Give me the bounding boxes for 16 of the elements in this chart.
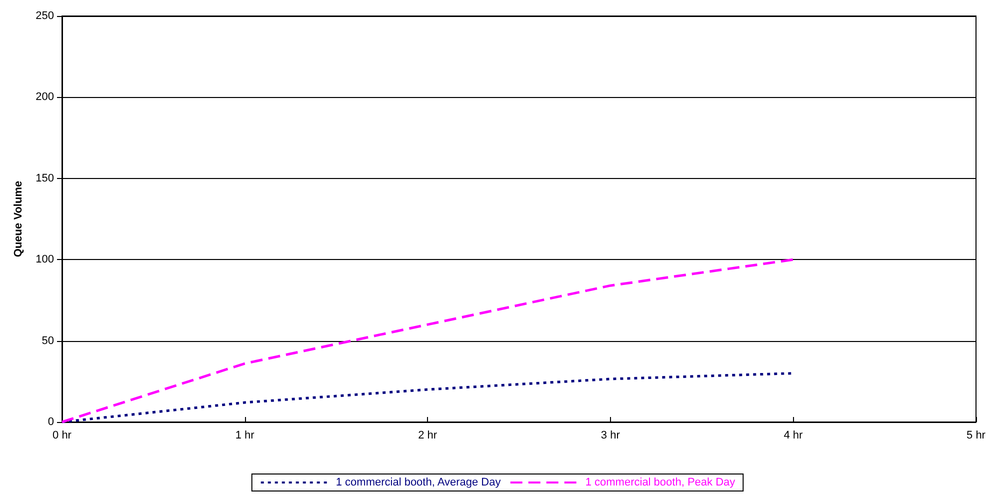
x-tick-label: 4 hr bbox=[784, 430, 804, 442]
y-tick-label: 100 bbox=[36, 254, 54, 266]
y-tick-label: 150 bbox=[36, 172, 54, 184]
x-tick-label: 1 hr bbox=[235, 430, 255, 442]
text: 1 commercial booth, Average Day bbox=[336, 476, 502, 488]
y-tick-label: 200 bbox=[36, 91, 54, 104]
x-tick-label: 0 hr bbox=[52, 430, 72, 442]
line-series bbox=[60, 258, 794, 424]
x-tick-label: 5 hr bbox=[966, 430, 986, 442]
x-tick-label: 2 hr bbox=[418, 430, 438, 442]
y-tick-label: 50 bbox=[42, 334, 54, 347]
y-axis-title: Queue Volume bbox=[12, 180, 24, 258]
y-tick-label: 250 bbox=[36, 10, 54, 22]
x-tick-label: 3 hr bbox=[600, 430, 620, 442]
y-tick-label: 0 bbox=[48, 416, 54, 428]
text: 1 commercial booth, Peak Day bbox=[585, 476, 736, 488]
